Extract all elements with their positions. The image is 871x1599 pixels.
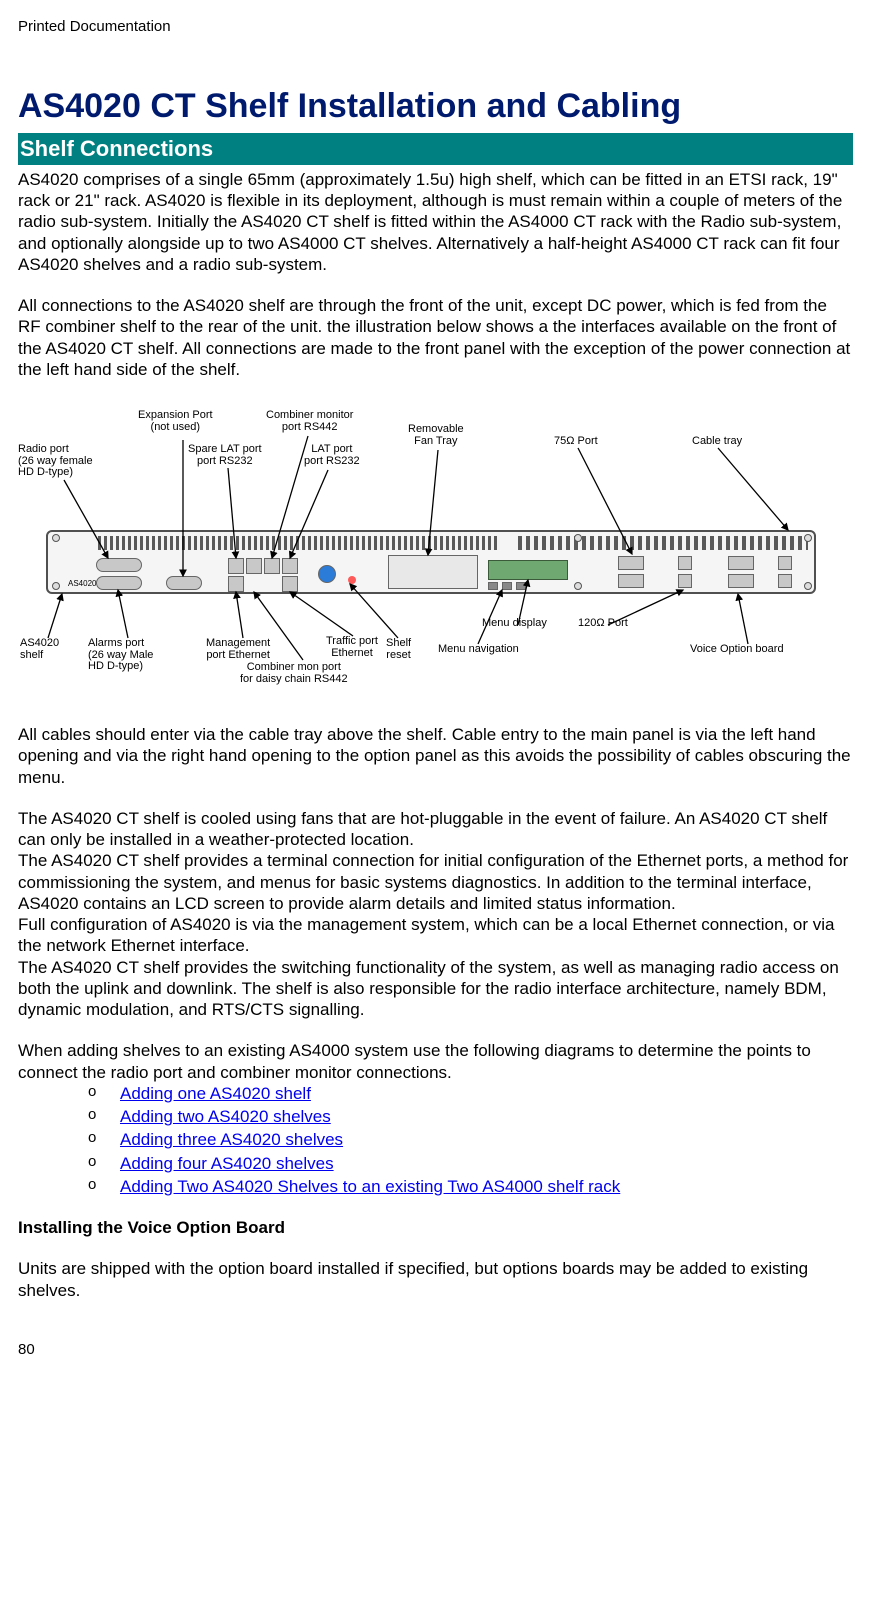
paragraph-voice-board: Units are shipped with the option board …: [18, 1258, 853, 1301]
label-menu-nav: Menu navigation: [438, 644, 519, 656]
port-alarms: [96, 576, 142, 590]
label-as4020-shelf: AS4020 shelf: [20, 638, 59, 661]
link-add-three-shelves[interactable]: Adding three AS4020 shelves: [120, 1129, 343, 1150]
bullet-icon: o: [88, 1176, 120, 1195]
port-rj4: [282, 558, 298, 574]
device-diagram: AS4020 Radio port (26 way female HD D-ty…: [18, 400, 853, 700]
bullet-icon: o: [88, 1083, 120, 1102]
device-model-label: AS4020: [68, 580, 96, 588]
label-fan-tray: Removable Fan Tray: [408, 424, 464, 447]
label-expansion-port: Expansion Port (not used): [138, 410, 213, 433]
screw-icon: [804, 534, 812, 542]
paragraph-adding: When adding shelves to an existing AS400…: [18, 1040, 853, 1083]
bullet-icon: o: [88, 1153, 120, 1172]
label-radio-port: Radio port (26 way female HD D-type): [18, 444, 93, 479]
nav-btn: [516, 582, 526, 590]
port-rj2: [246, 558, 262, 574]
link-add-two-to-existing[interactable]: Adding Two AS4020 Shelves to an existing…: [120, 1176, 620, 1197]
link-add-two-shelves[interactable]: Adding two AS4020 shelves: [120, 1106, 331, 1127]
paragraph-cooling: The AS4020 CT shelf is cooled using fans…: [18, 808, 853, 851]
port-rj5: [228, 576, 244, 592]
port-radio: [96, 558, 142, 572]
page-title: AS4020 CT Shelf Installation and Cabling: [18, 85, 853, 128]
paragraph-switching: The AS4020 CT shelf provides the switchi…: [18, 957, 853, 1021]
screw-icon: [574, 534, 582, 542]
port-rj6: [282, 576, 298, 592]
led-icon: [348, 576, 356, 584]
screw-icon: [52, 534, 60, 542]
label-mgmt-port: Management port Ethernet: [206, 638, 270, 661]
page-number: 80: [18, 1341, 853, 1360]
paragraph-intro-1: AS4020 comprises of a single 65mm (appro…: [18, 169, 853, 275]
label-spare-lat: Spare LAT port port RS232: [188, 444, 262, 467]
paragraph-intro-2: All connections to the AS4020 shelf are …: [18, 295, 853, 380]
list-item: o Adding one AS4020 shelf: [88, 1083, 853, 1104]
lcd-display: [488, 560, 568, 580]
list-item: o Adding four AS4020 shelves: [88, 1153, 853, 1174]
link-list: o Adding one AS4020 shelf o Adding two A…: [88, 1083, 853, 1197]
paragraph-cables: All cables should enter via the cable tr…: [18, 724, 853, 788]
port-opt: [618, 556, 644, 570]
screw-icon: [52, 582, 60, 590]
label-shelf-reset: Shelf reset: [386, 638, 411, 661]
label-lat-port: LAT port port RS232: [304, 444, 360, 467]
reset-button-icon: [318, 565, 336, 583]
vent-right: [518, 536, 808, 550]
list-item: o Adding two AS4020 shelves: [88, 1106, 853, 1127]
port-opt: [778, 556, 792, 570]
vent-left: [98, 536, 498, 550]
port-expand: [166, 576, 202, 590]
port-opt: [728, 556, 754, 570]
screw-icon: [574, 582, 582, 590]
paragraph-mgmt: Full configuration of AS4020 is via the …: [18, 914, 853, 957]
port-rj1: [228, 558, 244, 574]
bullet-icon: o: [88, 1106, 120, 1125]
paragraph-terminal: The AS4020 CT shelf provides a terminal …: [18, 850, 853, 914]
section-heading: Shelf Connections: [18, 133, 853, 165]
doc-header: Printed Documentation: [18, 18, 853, 37]
link-add-four-shelves[interactable]: Adding four AS4020 shelves: [120, 1153, 334, 1174]
fan-tray: [388, 555, 478, 589]
port-opt: [678, 556, 692, 570]
nav-btn: [502, 582, 512, 590]
port-rj3: [264, 558, 280, 574]
label-comb-daisy: Combiner mon port for daisy chain RS442: [240, 662, 348, 685]
nav-btn: [488, 582, 498, 590]
label-alarms-port: Alarms port (26 way Male HD D-type): [88, 638, 153, 673]
label-combiner-mon: Combiner monitor port RS442: [266, 410, 353, 433]
link-add-one-shelf[interactable]: Adding one AS4020 shelf: [120, 1083, 311, 1104]
port-opt: [618, 574, 644, 588]
label-cable-tray: Cable tray: [692, 436, 742, 448]
list-item: o Adding three AS4020 shelves: [88, 1129, 853, 1150]
port-opt: [728, 574, 754, 588]
label-120-port: 120Ω Port: [578, 618, 628, 630]
port-opt: [778, 574, 792, 588]
list-item: o Adding Two AS4020 Shelves to an existi…: [88, 1176, 853, 1197]
screw-icon: [804, 582, 812, 590]
port-opt: [678, 574, 692, 588]
label-traffic-port: Traffic port Ethernet: [326, 636, 378, 659]
label-voice-board: Voice Option board: [690, 644, 784, 656]
bullet-icon: o: [88, 1129, 120, 1148]
subheading-voice-board: Installing the Voice Option Board: [18, 1217, 853, 1238]
label-menu-display: Menu display: [482, 618, 547, 630]
label-75-port: 75Ω Port: [554, 436, 598, 448]
